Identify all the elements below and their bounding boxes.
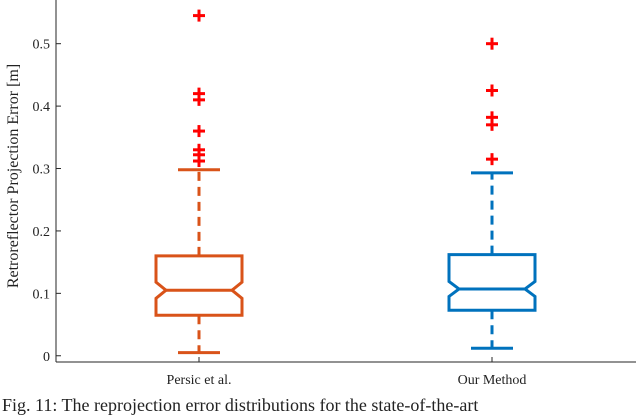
outlier-marker bbox=[486, 153, 498, 166]
notched-box bbox=[154, 254, 244, 317]
outlier-marker bbox=[193, 93, 205, 106]
boxes bbox=[154, 168, 537, 355]
outlier-marker bbox=[486, 84, 498, 97]
y-tick-label: 0.4 bbox=[33, 100, 51, 115]
category-labels: Persic et al. Our Method bbox=[167, 357, 527, 388]
figure-caption: Fig. 11: The reprojection error distribu… bbox=[2, 395, 478, 415]
y-axis-label: Retroreflector Projection Error [m] bbox=[5, 64, 22, 288]
category-label: Our Method bbox=[458, 373, 527, 388]
outlier-marker bbox=[193, 125, 205, 138]
outlier-marker bbox=[193, 9, 205, 22]
box-1 bbox=[154, 168, 244, 355]
category-label: Persic et al. bbox=[167, 373, 232, 388]
y-tick-label: 0.5 bbox=[33, 38, 51, 53]
axes bbox=[55, 0, 636, 363]
y-tick-label: 0.3 bbox=[33, 163, 51, 178]
outliers bbox=[193, 9, 498, 168]
outlier-marker bbox=[193, 155, 205, 168]
y-tick-label: 0.1 bbox=[33, 287, 51, 302]
outlier-marker bbox=[486, 37, 498, 50]
outlier-marker bbox=[486, 118, 498, 131]
y-tick-label: 0 bbox=[43, 350, 50, 365]
notched-box bbox=[447, 253, 537, 312]
y-ticks: 0 0.1 0.2 0.3 0.4 0.5 bbox=[33, 38, 61, 365]
box-2 bbox=[447, 171, 537, 350]
y-tick-label: 0.2 bbox=[33, 225, 51, 240]
